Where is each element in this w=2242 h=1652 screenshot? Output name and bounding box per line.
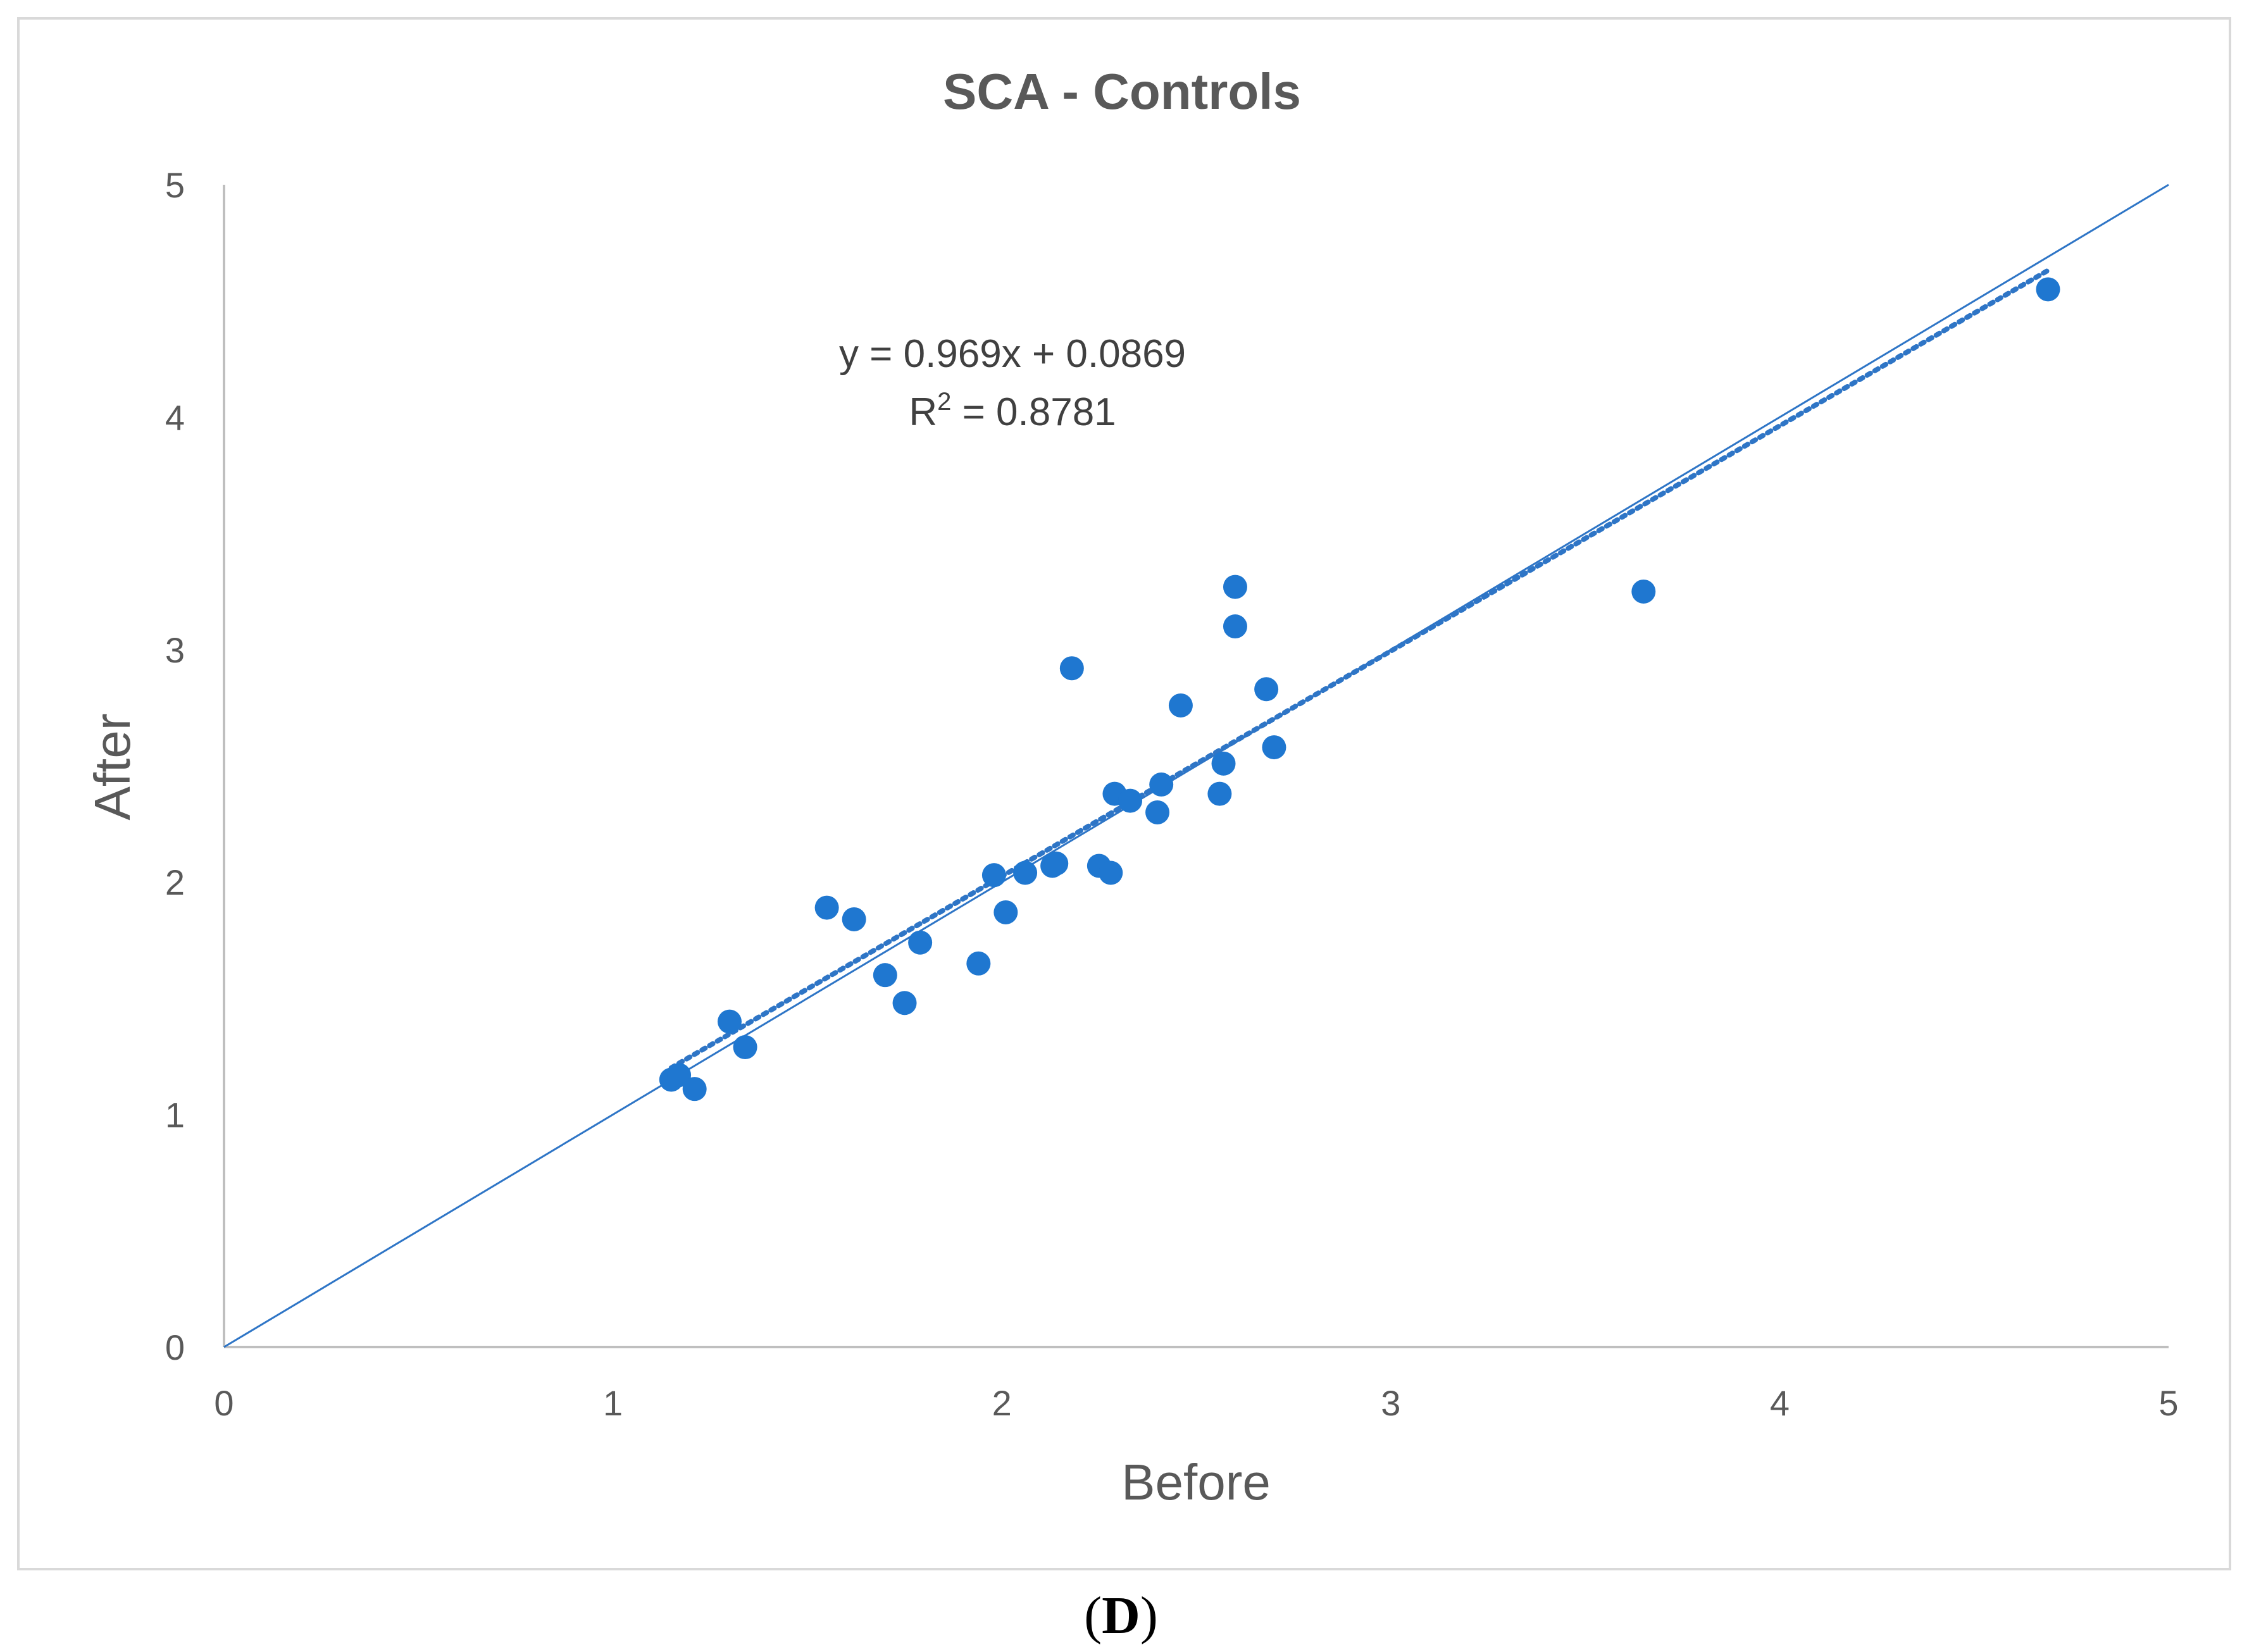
x-tick-label: 2 [992,1383,1012,1423]
y-tick-label: 0 [165,1327,185,1367]
r-squared-sup: 2 [937,388,951,416]
data-point [1099,860,1123,885]
data-point [1149,772,1174,797]
x-tick-label: 5 [2158,1383,2178,1423]
data-point [717,1009,742,1034]
caption-close-paren: ) [1140,1586,1158,1645]
x-tick-label: 3 [1381,1383,1400,1423]
y-axis-label: After [84,714,140,821]
data-point [1207,781,1232,806]
y-tick-label: 4 [165,397,185,437]
data-points [659,277,2060,1102]
trendline [668,268,2051,1071]
data-point [1145,800,1170,824]
y-tick-label: 1 [165,1095,185,1135]
x-tick-labels: 0 1 2 3 4 5 [214,1383,2178,1423]
data-point [993,900,1018,924]
data-point [682,1077,707,1102]
figure-caption: (D) [0,1585,2242,1646]
data-point [733,1035,757,1060]
data-point [1168,693,1193,717]
data-point [1631,579,1656,604]
data-point [1044,851,1069,876]
data-point [1223,574,1247,599]
y-tick-label: 5 [165,165,185,205]
chart-title: SCA - Controls [943,63,1301,120]
data-point [1223,614,1247,639]
x-tick-label: 0 [214,1383,234,1423]
data-point [842,907,866,931]
data-point [1013,860,1038,885]
y-tick-label: 3 [165,630,185,670]
caption-letter: D [1102,1586,1140,1645]
data-point [892,991,917,1015]
data-point [966,951,991,976]
r-squared-value: = 0.8781 [951,390,1116,434]
data-point [1118,788,1143,813]
data-point [2036,277,2060,302]
x-tick-label: 4 [1770,1383,1790,1423]
data-point [814,895,839,920]
caption-open-paren: ( [1084,1586,1102,1645]
y-tick-labels: 0 1 2 3 4 5 [165,165,185,1367]
x-tick-label: 1 [603,1383,623,1423]
r-squared-label: R2 = 0.8781 [909,388,1116,434]
data-point [981,863,1006,888]
data-point [1059,656,1084,681]
data-point [667,1063,692,1088]
x-axis-label: Before [1121,1454,1271,1510]
data-point [873,963,897,988]
r-squared-r: R [909,390,937,434]
trendline-equation: y = 0.969x + 0.0869 [839,332,1186,376]
y-tick-label: 2 [165,862,185,902]
data-point [1254,677,1279,702]
data-point [1262,735,1286,760]
data-point [908,930,933,955]
data-point [1211,751,1236,776]
